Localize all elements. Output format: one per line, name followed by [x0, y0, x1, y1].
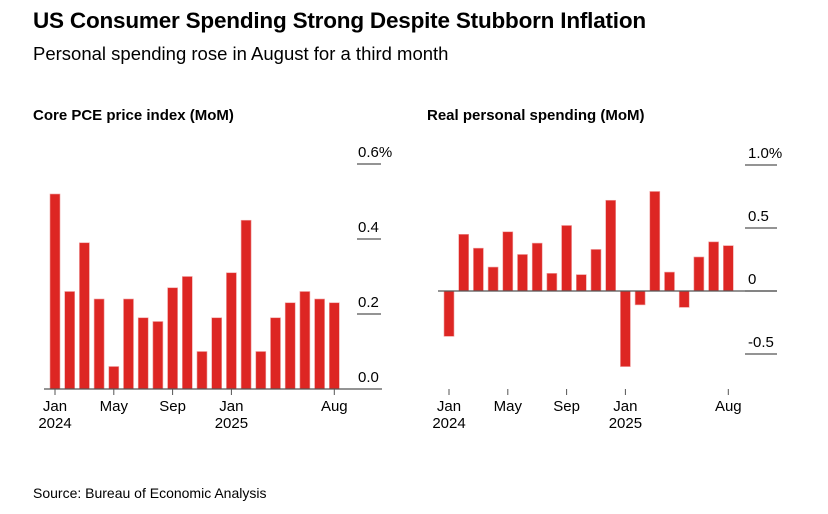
left-y-tick-label: 0.4 [358, 219, 379, 236]
right-x-tick-year: 2024 [432, 415, 465, 432]
right-bar [487, 266, 499, 292]
right-bar [561, 225, 572, 292]
left-bar [152, 321, 164, 390]
right-x-tick-label: Jan [613, 398, 637, 415]
right-x-tick-label: Sep [553, 398, 580, 415]
left-bar [108, 366, 120, 390]
right-bar [590, 249, 602, 292]
right-x-tick-label: May [494, 398, 523, 415]
right-bar [664, 271, 675, 292]
left-x-tick-label: Aug [321, 398, 348, 415]
right-bar [649, 191, 661, 292]
left-bar [314, 298, 325, 390]
right-bar [546, 273, 558, 292]
left-bar [255, 351, 267, 390]
right-bar [458, 234, 470, 292]
left-bar [211, 317, 222, 390]
left-x-tick-label: Jan [219, 398, 243, 415]
right-bar [517, 254, 528, 292]
right-bar [443, 290, 455, 337]
left-bar [137, 317, 149, 390]
right-bar [605, 199, 617, 292]
left-bar [284, 302, 296, 390]
left-bar [49, 193, 61, 390]
left-y-tick-label: 0.0 [358, 369, 379, 386]
left-x-tick-year: 2024 [38, 415, 71, 432]
left-bar [226, 272, 237, 390]
right-x-tick-year: 2025 [609, 415, 642, 432]
left-bar [240, 219, 252, 390]
left-x-tick-label: Sep [159, 398, 186, 415]
right-bar [531, 242, 543, 292]
right-bar [620, 290, 631, 367]
right-y-tick-label: 0.5 [748, 208, 769, 225]
right-chart-title: Real personal spending (MoM) [427, 107, 645, 124]
right-bar [473, 247, 484, 292]
chart-title: US Consumer Spending Strong Despite Stub… [33, 8, 646, 33]
source-note: Source: Bureau of Economic Analysis [33, 485, 267, 501]
right-y-tick-label: -0.5 [748, 334, 774, 351]
left-bar [79, 242, 90, 390]
left-bar [64, 291, 75, 390]
left-bar [299, 291, 311, 390]
right-y-tick-label: 0 [748, 271, 756, 288]
left-chart-title: Core PCE price index (MoM) [33, 107, 234, 124]
left-bar [93, 298, 105, 390]
left-bar [196, 351, 208, 390]
right-bar [678, 290, 690, 308]
right-y-tick-label: 1.0% [748, 145, 782, 162]
chart-subtitle: Personal spending rose in August for a t… [33, 43, 449, 64]
right-x-tick-label: Jan [437, 398, 461, 415]
left-x-tick-year: 2025 [215, 415, 248, 432]
left-x-tick-label: Jan [43, 398, 67, 415]
left-bar [123, 298, 134, 390]
left-bar [182, 276, 193, 390]
left-bar [328, 302, 340, 390]
left-bar [167, 287, 178, 390]
left-y-tick-label: 0.2 [358, 294, 379, 311]
right-bar [575, 274, 587, 292]
right-bar [502, 231, 514, 292]
right-bar [708, 241, 719, 292]
left-y-tick-label: 0.6% [358, 144, 392, 161]
left-bar [270, 317, 281, 390]
right-x-tick-label: Aug [715, 398, 742, 415]
right-bar [693, 256, 705, 292]
right-bar [722, 245, 734, 292]
left-x-tick-label: May [100, 398, 129, 415]
right-bar [634, 290, 646, 306]
